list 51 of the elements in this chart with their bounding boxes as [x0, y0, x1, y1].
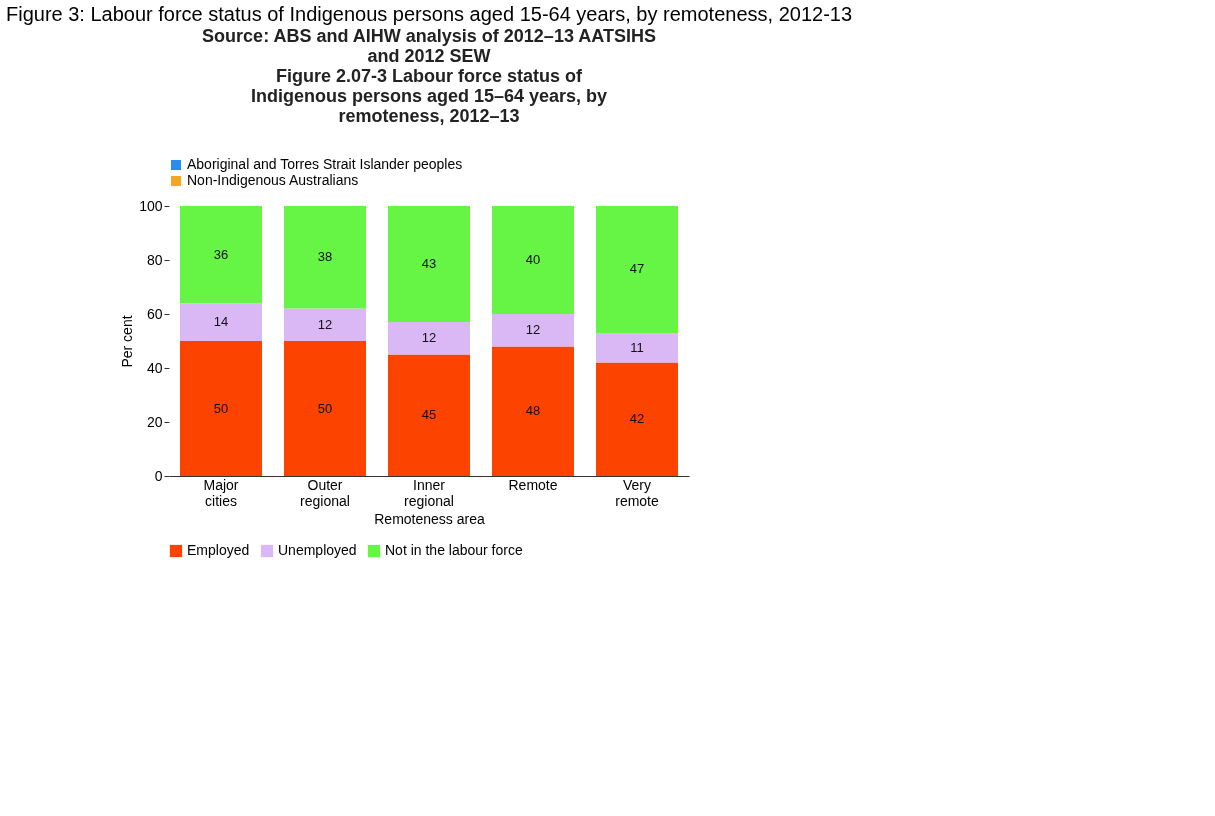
bar: [284, 341, 366, 476]
bar: [492, 206, 574, 314]
data-label: 12: [421, 330, 437, 346]
bar: [596, 206, 678, 333]
bar: [284, 206, 366, 309]
y-tick-label: 100: [139, 197, 163, 214]
y-tick-label: 60: [146, 305, 163, 322]
chart-title: Figure 3: Labour force status of Indigenous persons aged 15-64 years, by remoteness, 2012-13: [5, 3, 853, 25]
x-tick-label: Inner regional: [404, 476, 454, 509]
bar: [388, 206, 470, 323]
bar: [596, 332, 678, 363]
data-label: 42: [629, 411, 645, 427]
data-label: 11: [630, 339, 644, 355]
y-tick-label: 80: [146, 251, 163, 268]
y-axis-title: Per cent: [119, 315, 136, 368]
data-label: 40: [525, 252, 541, 267]
y-tick-label: 0: [154, 467, 163, 484]
bar: [180, 206, 262, 304]
data-label: 12: [317, 316, 333, 332]
bar: [180, 303, 262, 341]
data-label: 38: [317, 249, 333, 265]
data-label: 36: [213, 246, 229, 262]
source-note: Source: ABS and AIHW analysis of 2012–13 AATSIHS and 2012 SEW: [202, 26, 656, 66]
y-tick-label: 20: [146, 413, 163, 430]
bar: [180, 341, 262, 476]
bar: [492, 314, 574, 347]
x-tick-label: Major cities: [203, 476, 239, 509]
data-label: 50: [213, 400, 229, 416]
data-label: 50: [317, 400, 333, 416]
data-label: 47: [629, 261, 645, 277]
data-label: 43: [421, 256, 437, 272]
data-label: 45: [421, 407, 437, 423]
x-tick-label: Outer regional: [300, 476, 350, 509]
legend-label: Unemployed: [278, 542, 357, 558]
legend-label: Non-Indigenous Australians: [187, 172, 359, 188]
data-label: 14: [213, 314, 229, 330]
bar: [596, 362, 678, 476]
y-tick-label: 40: [146, 359, 163, 376]
legend-label: Aboriginal and Torres Strait Islander peoples: [187, 156, 463, 172]
legend-label: Employed: [187, 542, 250, 558]
bar: [284, 308, 366, 341]
x-tick-label: Very remote: [615, 476, 659, 509]
bar: [388, 354, 470, 476]
bar: [492, 346, 574, 476]
chart-subtitle: Figure 2.07-3 Labour force status of Indigenous persons aged 15–64 years, by remoteness, 2012–13: [250, 66, 608, 126]
legend-label: Not in the labour force: [385, 542, 523, 558]
bar: [388, 322, 470, 355]
data-label: 48: [525, 403, 541, 419]
x-tick-label: Remote: [508, 476, 558, 493]
x-axis-title: Remoteness area: [374, 510, 485, 527]
data-label: 12: [525, 322, 541, 338]
